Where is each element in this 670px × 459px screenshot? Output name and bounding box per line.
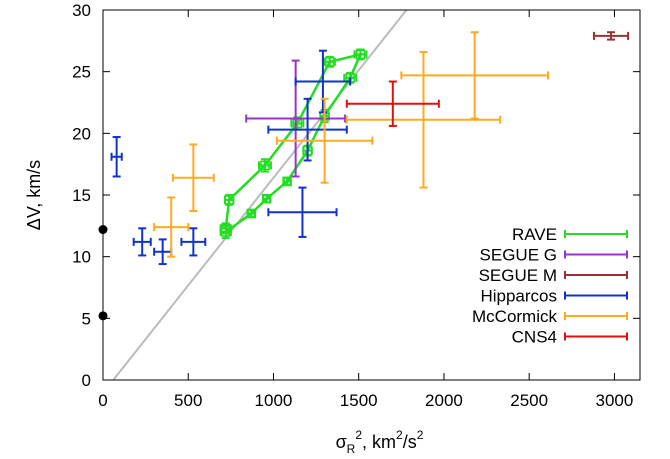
y-tick-label: 15 <box>72 186 91 205</box>
data-point <box>171 143 215 213</box>
reference-line <box>112 10 408 380</box>
data-point <box>275 97 374 184</box>
data-point-marker <box>224 195 234 205</box>
x-axis-title-part: /s <box>403 432 417 452</box>
data-point-marker <box>260 160 270 171</box>
x-tick-label: 1000 <box>255 391 293 410</box>
y-tick-label: 0 <box>82 371 91 390</box>
x-tick-label: 500 <box>174 391 202 410</box>
legend-label: Hipparcos <box>480 287 557 306</box>
x-tick-label: 0 <box>98 391 107 410</box>
legend-label: McCormick <box>472 307 557 326</box>
series-hipparcos <box>110 49 352 266</box>
legend-entry: RAVE <box>512 225 628 244</box>
data-point <box>153 196 190 258</box>
x-axis-title-part: R <box>347 442 356 456</box>
data-point <box>246 208 256 219</box>
data-point-marker <box>261 193 272 204</box>
data-point <box>180 227 207 257</box>
y-tick-label: 25 <box>72 63 91 82</box>
legend-label: SEGUE M <box>479 266 557 285</box>
axes-layer: 0 500 1000 1500 2000 2500 3000051015202530σR2,… <box>24 1 640 456</box>
plot-frame <box>102 9 641 381</box>
y-tick-label: 10 <box>72 248 91 267</box>
y-axis-title: ΔV, km/s <box>24 160 44 230</box>
series-mccormick <box>153 31 549 258</box>
data-point <box>153 238 173 266</box>
data-layer <box>98 31 630 321</box>
data-point <box>294 49 352 114</box>
series-segue-m <box>592 31 630 41</box>
x-tick-label: 2000 <box>425 391 463 410</box>
data-point-marker <box>324 57 335 67</box>
legend-entry: McCormick <box>472 307 628 326</box>
legend-entry: Hipparcos <box>480 287 628 306</box>
series-rave <box>219 48 368 240</box>
legend-label: SEGUE G <box>480 246 557 265</box>
data-point <box>132 227 152 257</box>
x-tick-label: 3000 <box>596 391 634 410</box>
y-tick-label: 5 <box>82 309 91 328</box>
data-point <box>262 194 272 204</box>
x-tick-label: 2500 <box>510 391 548 410</box>
data-point <box>592 31 630 41</box>
x-axis-title: σR2, km2/s2 <box>336 428 424 456</box>
data-point <box>400 31 549 120</box>
y-tick-label: 20 <box>72 124 91 143</box>
data-point-marker <box>282 176 292 187</box>
x-axis-title-part: 2 <box>396 428 403 442</box>
data-point-marker <box>246 208 257 219</box>
x-tick-label: 1500 <box>340 391 378 410</box>
data-point <box>345 80 440 127</box>
data-point <box>345 50 502 189</box>
data-point <box>282 176 292 187</box>
legend-label: CNS4 <box>512 328 557 347</box>
plot-border <box>102 9 641 381</box>
x-axis-title-part: , km <box>362 432 396 452</box>
x-axis-title-part: 2 <box>355 428 362 442</box>
legend-entry: SEGUE G <box>480 246 628 265</box>
legend-entry: CNS4 <box>512 328 628 347</box>
data-point-marker <box>355 49 366 60</box>
data-point <box>267 186 338 238</box>
y-tick-label: 30 <box>72 1 91 20</box>
x-axis-title-part: 2 <box>417 428 424 442</box>
data-point <box>267 97 348 162</box>
legend-entry: SEGUE M <box>479 266 628 285</box>
series-cns4 <box>345 80 440 127</box>
x-axis-title-part: σ <box>336 432 347 452</box>
legend-label: RAVE <box>512 225 557 244</box>
data-point <box>110 136 123 178</box>
reference-line-layer <box>112 10 408 380</box>
data-point-marker <box>220 223 231 234</box>
